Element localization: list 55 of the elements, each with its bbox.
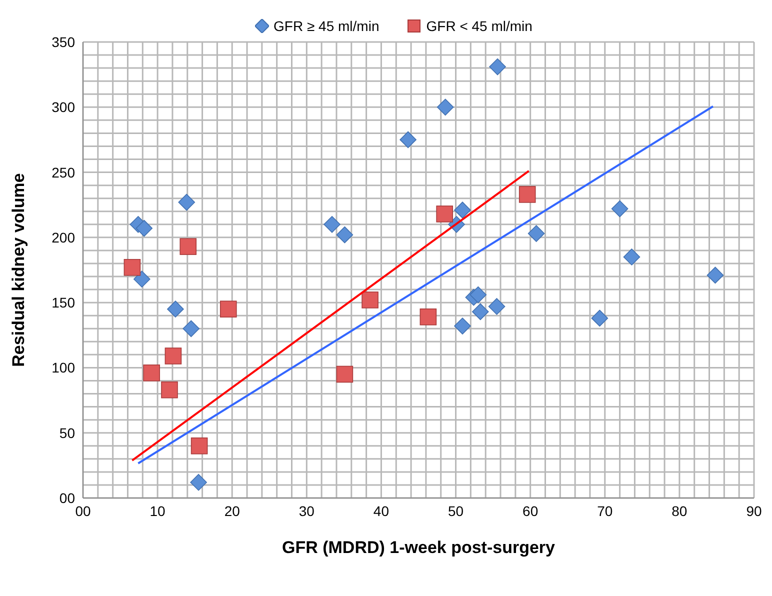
point (190, 474, 207, 491)
point (489, 58, 506, 76)
y-tick-label: 350 (52, 34, 76, 50)
x-tick-label: 70 (597, 502, 613, 519)
y-axis-title: Residual kidney volume (9, 173, 28, 367)
legend-label: GFR ≥ 45 ml/min (274, 18, 380, 34)
point (706, 266, 724, 284)
point (134, 270, 150, 288)
point (336, 366, 354, 383)
point (180, 238, 197, 255)
y-tick-label: 150 (52, 294, 76, 311)
point (362, 292, 378, 308)
point (164, 348, 182, 364)
y-tick-label: 50 (59, 424, 76, 441)
x-tick-label: 60 (522, 502, 538, 519)
point (623, 248, 640, 266)
point (220, 300, 237, 318)
point (190, 437, 208, 454)
point (472, 303, 489, 320)
point (528, 225, 545, 242)
point (336, 226, 354, 244)
x-tick-label: 50 (448, 502, 464, 519)
point (178, 194, 196, 211)
point (454, 202, 471, 218)
point (611, 200, 628, 218)
y-tick-label: 100 (52, 360, 76, 376)
point (400, 131, 416, 148)
point (161, 381, 178, 398)
x-axis-title: GFR (MDRD) 1-week post-surgery (282, 538, 556, 557)
x-tick-label: 90 (746, 502, 762, 519)
point (436, 98, 454, 116)
point (143, 364, 160, 382)
x-tick-label: 40 (373, 502, 390, 519)
point (518, 186, 536, 203)
point (454, 318, 471, 334)
y-tick-label: 250 (52, 164, 76, 180)
point (470, 286, 487, 304)
point (167, 300, 184, 318)
x-tick-label: 10 (150, 502, 166, 519)
y-tick-label: 00 (59, 490, 76, 506)
point (420, 308, 437, 326)
y-tick-label: 300 (52, 99, 76, 116)
x-tick-label: 80 (672, 502, 688, 519)
point (591, 310, 608, 327)
point (182, 320, 200, 338)
legend-label: GFR < 45 ml/min (426, 18, 532, 34)
point (136, 220, 153, 237)
point (324, 216, 340, 233)
point (124, 258, 141, 276)
point (436, 206, 453, 222)
point (488, 298, 506, 315)
x-tick-label: 20 (224, 502, 240, 519)
x-tick-label: 30 (298, 502, 315, 519)
y-tick-label: 200 (52, 229, 76, 246)
x-tick-label: 00 (75, 502, 91, 519)
